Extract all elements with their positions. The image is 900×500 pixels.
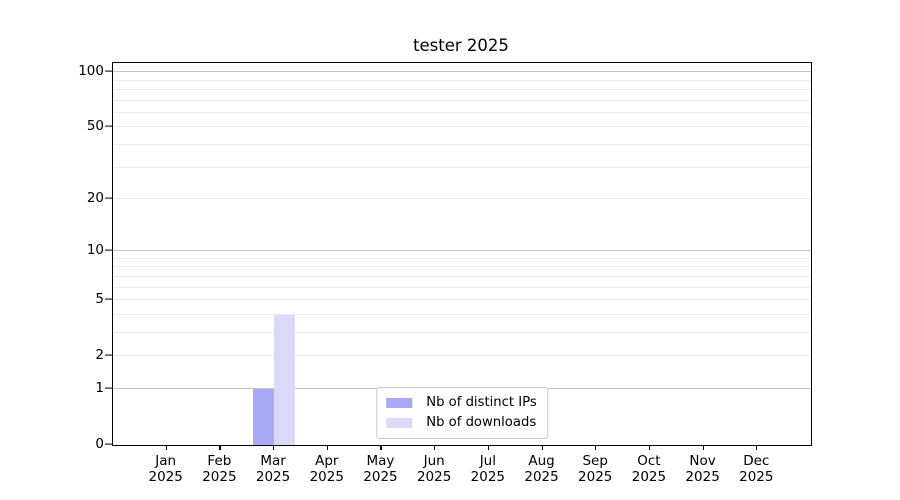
x-tick-mark — [541, 445, 543, 450]
x-axis-ticks — [112, 445, 810, 450]
x-tick-label: Oct 2025 — [632, 453, 666, 485]
bars-layer — [113, 63, 811, 445]
x-tick-year: 2025 — [363, 469, 398, 485]
x-tick-month: Sep — [582, 453, 608, 469]
y-tick-mark — [105, 354, 112, 356]
bar-downloads — [274, 314, 296, 445]
minor-gridline — [113, 198, 811, 199]
x-tick-month: May — [366, 453, 395, 469]
x-tick-month: Mar — [260, 453, 286, 469]
x-tick-label: Jul 2025 — [471, 453, 505, 485]
x-tick-mark — [326, 445, 328, 450]
y-axis-labels: 0 1 2 5 10 20 50 100 — [0, 62, 104, 450]
x-tick-label: May 2025 — [363, 453, 397, 485]
x-tick-month: Oct — [637, 453, 661, 469]
x-tick-month: Aug — [528, 453, 555, 469]
x-tick-label: Dec 2025 — [739, 453, 773, 485]
x-tick-mark — [273, 445, 275, 450]
minor-gridline — [113, 111, 811, 113]
minor-gridline — [113, 79, 811, 81]
minor-gridline — [113, 299, 811, 301]
x-tick-label: Sep 2025 — [578, 453, 612, 485]
minor-gridline — [113, 355, 811, 357]
x-tick-year: 2025 — [631, 469, 667, 485]
minor-gridline — [113, 257, 811, 259]
y-tick-mark — [105, 443, 112, 445]
x-tick-mark — [434, 445, 436, 450]
y-axis-ticks — [105, 62, 112, 445]
y-tick-label: 20 — [86, 189, 104, 206]
plot-area: Nb of distinct IPs Nb of downloads — [112, 62, 812, 446]
x-tick-month: Jul — [479, 453, 496, 469]
x-tick-year: 2025 — [148, 469, 183, 485]
major-gridline — [113, 71, 811, 73]
chart-title: tester 2025 — [413, 36, 509, 55]
x-axis-labels: Jan 2025 Feb 2025 Mar 2025 Apr 2025 May 2025 Jun 20… — [112, 453, 810, 493]
y-tick-mark — [105, 298, 112, 300]
minor-gridline — [113, 313, 811, 315]
minor-gridline — [113, 99, 811, 101]
x-tick-year: 2025 — [524, 469, 559, 485]
x-tick-month: Nov — [689, 453, 716, 469]
y-tick-label: 5 — [95, 290, 104, 307]
minor-gridline — [113, 88, 811, 90]
x-tick-year: 2025 — [685, 469, 720, 485]
x-tick-label: Aug 2025 — [524, 453, 558, 485]
minor-gridline — [113, 266, 811, 268]
x-tick-month: Apr — [315, 453, 339, 469]
major-gridline — [113, 250, 811, 252]
x-tick-label: Feb 2025 — [202, 453, 236, 485]
y-tick-label: 1 — [95, 379, 104, 396]
legend-item: Nb of downloads — [386, 415, 537, 431]
x-tick-mark — [380, 445, 382, 450]
x-tick-year: 2025 — [578, 469, 613, 485]
x-tick-label: Apr 2025 — [310, 453, 344, 485]
bar-distinct-ips — [253, 389, 275, 445]
x-tick-year: 2025 — [309, 469, 344, 485]
minor-gridline — [113, 286, 811, 288]
y-tick-mark — [105, 125, 112, 127]
x-tick-mark — [165, 445, 167, 450]
legend: Nb of distinct IPs Nb of downloads — [376, 387, 548, 439]
x-tick-month: Jun — [423, 453, 445, 469]
x-tick-label: Jan 2025 — [149, 453, 183, 485]
legend-label: Nb of distinct IPs — [426, 395, 537, 410]
x-tick-mark — [702, 445, 704, 450]
minor-gridline — [113, 143, 811, 145]
x-tick-mark — [756, 445, 758, 450]
x-tick-mark — [595, 445, 597, 450]
x-tick-year: 2025 — [202, 469, 237, 485]
y-tick-label: 100 — [78, 62, 104, 79]
y-tick-mark — [105, 70, 112, 72]
minor-gridline — [113, 331, 811, 333]
minor-gridline — [113, 166, 811, 168]
y-tick-label: 50 — [86, 117, 104, 134]
x-tick-year: 2025 — [739, 469, 774, 485]
y-tick-mark — [105, 197, 112, 199]
x-tick-mark — [487, 445, 490, 450]
y-tick-mark — [105, 387, 112, 389]
x-tick-label: Mar 2025 — [256, 453, 290, 485]
minor-gridline — [113, 126, 811, 128]
x-tick-label: Jun 2025 — [417, 453, 451, 485]
x-tick-mark — [219, 445, 221, 450]
y-tick-label: 10 — [86, 241, 104, 258]
x-tick-mark — [648, 445, 651, 450]
x-tick-year: 2025 — [255, 469, 291, 485]
y-tick-label: 2 — [95, 346, 104, 363]
legend-swatch — [386, 418, 413, 428]
x-tick-year: 2025 — [470, 469, 506, 485]
legend-label: Nb of downloads — [426, 415, 537, 430]
y-tick-mark — [105, 249, 112, 251]
legend-item: Nb of distinct IPs — [386, 395, 537, 411]
legend-swatch — [386, 398, 413, 408]
x-tick-month: Feb — [207, 453, 232, 469]
x-tick-year: 2025 — [416, 469, 452, 485]
minor-gridline — [113, 275, 811, 277]
x-tick-month: Dec — [743, 453, 770, 469]
x-tick-label: Nov 2025 — [685, 453, 719, 485]
y-tick-label: 0 — [95, 435, 104, 452]
x-tick-month: Jan — [155, 453, 177, 469]
